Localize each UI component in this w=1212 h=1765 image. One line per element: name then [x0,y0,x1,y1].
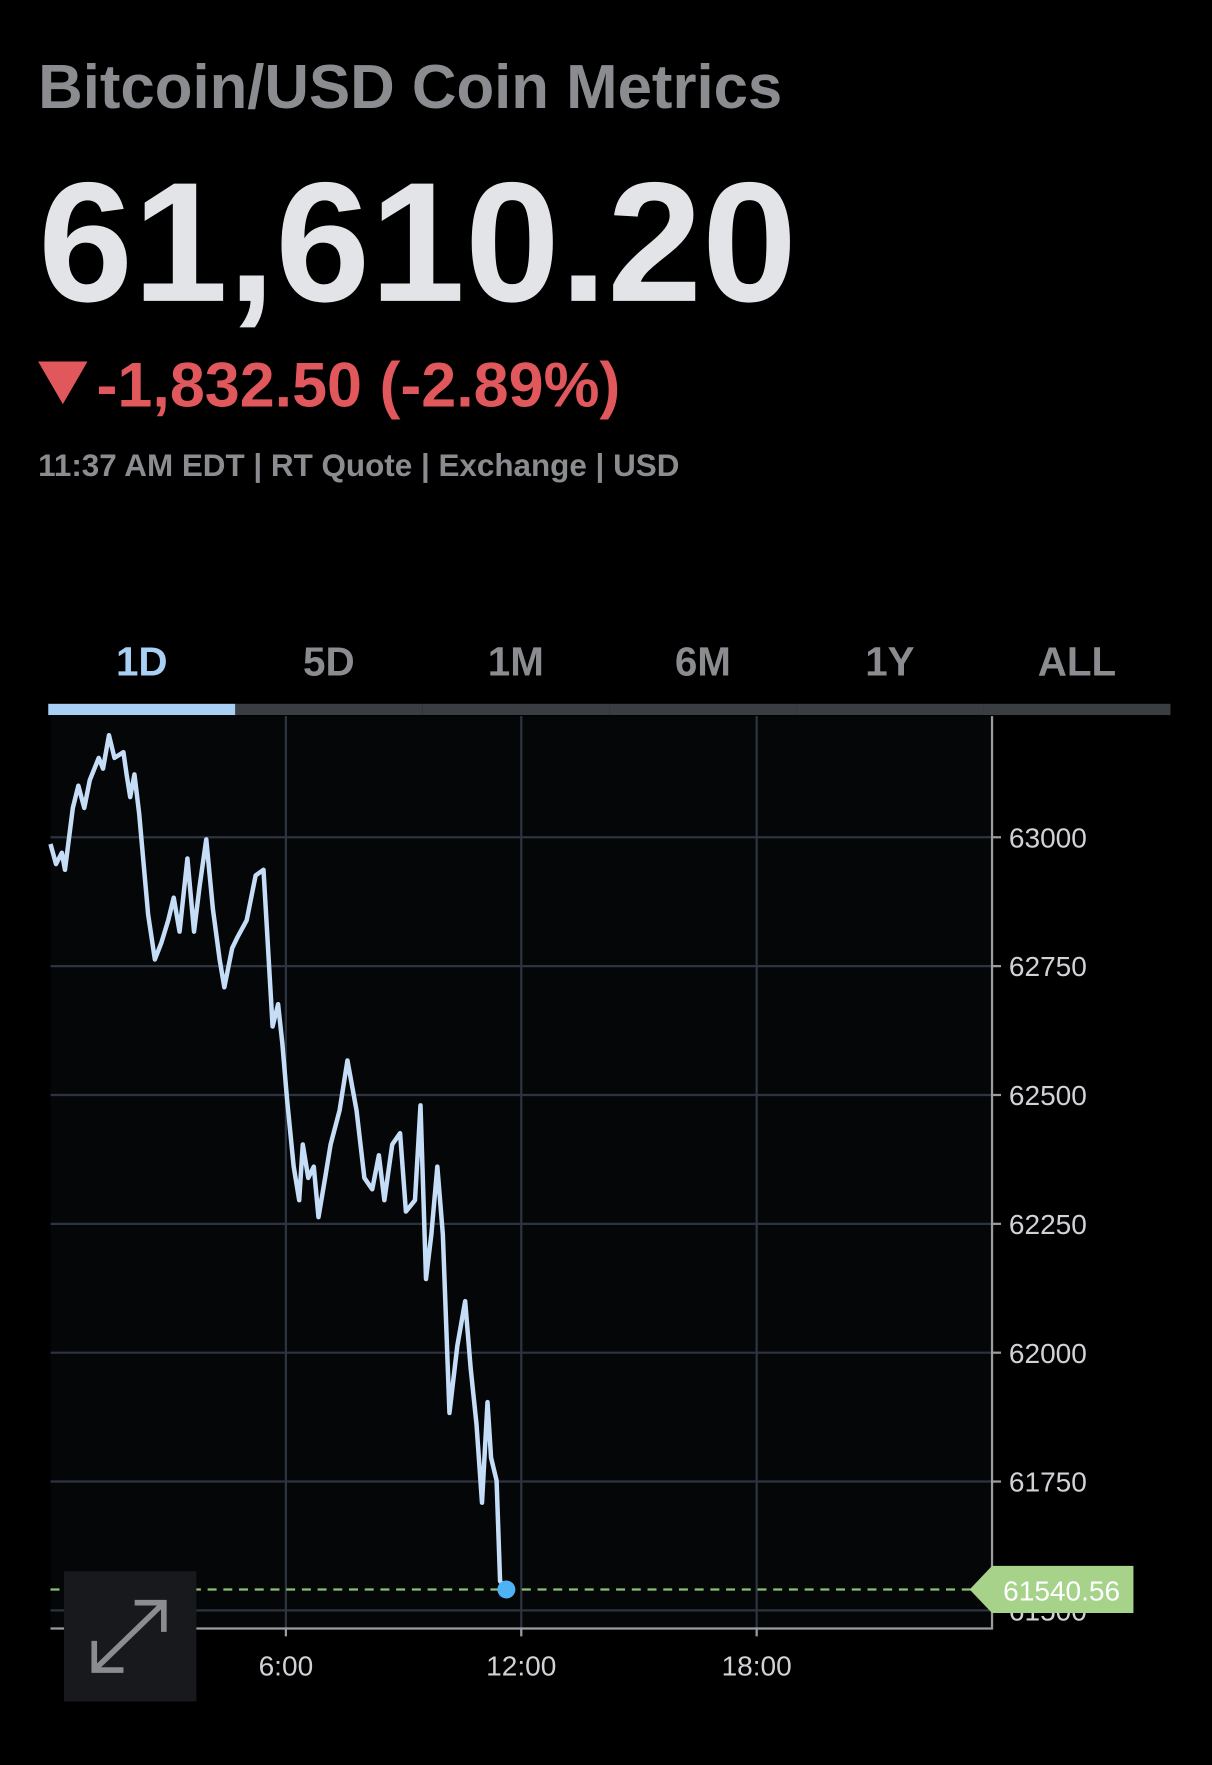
last-price-label: 61540.56 [1003,1576,1120,1607]
x-tick-label: 18:00 [722,1651,792,1682]
down-arrow [38,361,88,405]
expand-icon[interactable] [91,1599,167,1673]
tab[interactable]: ALL [1038,639,1116,685]
title: Bitcoin/USD Coin Metrics [38,53,782,122]
tab-indicator[interactable] [609,703,797,716]
last-price-tag [969,1565,1134,1614]
tab-indicator[interactable] [235,703,423,716]
y-tick-label: 62500 [1009,1080,1087,1111]
tab[interactable]: 1M [488,639,544,685]
tab[interactable]: 1D [116,639,168,685]
price-line [48,732,509,1591]
quote-meta: 11:37 AM EDT | RT Quote | Exchange | USD [38,448,679,483]
tab-indicator[interactable] [422,703,610,716]
y-tick-label: 61750 [1009,1467,1087,1498]
y-tick-label: 62750 [1009,951,1087,982]
tab[interactable]: 5D [303,639,355,685]
x-tick-label: 12:00 [486,1651,556,1682]
tab[interactable]: 6M [675,639,731,685]
tab-bar: 1D 5D 1M 6M 1Y ALL [48,639,1171,716]
tab[interactable]: 1Y [865,639,914,685]
y-tick-label: 62000 [1009,1338,1087,1369]
expand-button[interactable] [63,1571,197,1702]
tab-indicator-active[interactable] [48,703,236,716]
series: 61540.56 [48,732,1134,1614]
tab-indicator[interactable] [796,703,984,716]
y-tick-label: 63000 [1009,822,1087,853]
last-point [497,1580,516,1599]
change: -1,832.50 (-2.89%) [97,350,621,420]
price: 61,610.20 [38,148,797,338]
tab-indicator[interactable] [983,703,1171,716]
y-tick-label: 62250 [1009,1209,1087,1240]
x-tick-label: 6:00 [259,1651,314,1682]
